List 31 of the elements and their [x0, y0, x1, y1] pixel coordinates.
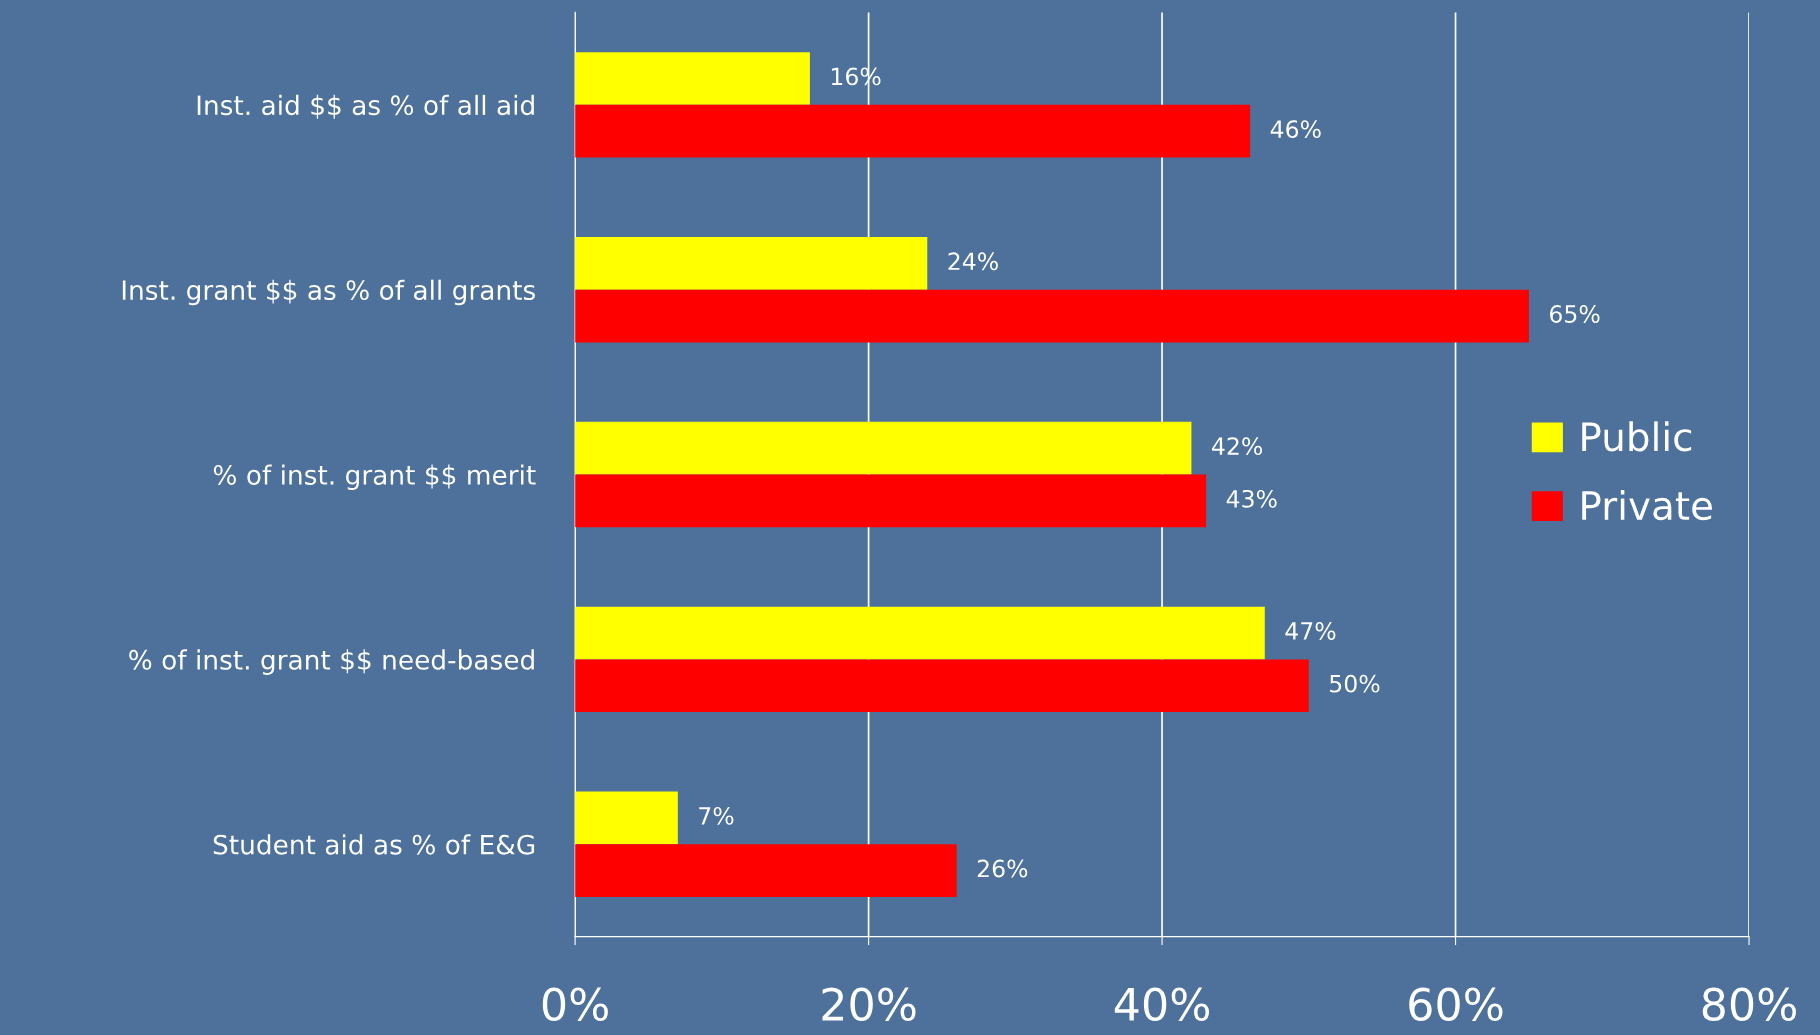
x-tick-label: 20% [822, 987, 916, 1022]
data-label: 50% [1330, 674, 1380, 693]
legend-label: Public [1582, 421, 1692, 452]
x-tick-label: 0% [542, 987, 608, 1022]
data-label: 7% [699, 806, 734, 825]
bar [575, 52, 810, 105]
data-label: 47% [1285, 622, 1336, 640]
data-label: 24% [948, 252, 998, 271]
y-tick-label: % of inst. grant $$ need-based [129, 649, 534, 675]
bar [575, 289, 1529, 343]
bar [575, 237, 928, 290]
bar [575, 104, 1251, 158]
bar [575, 844, 957, 897]
x-tick-label: 60% [1409, 987, 1503, 1022]
bar [575, 421, 1192, 475]
y-tick-label: % of inst. grant $$ merit [213, 464, 536, 491]
legend-label: Private [1582, 490, 1712, 521]
data-label: 43% [1226, 489, 1277, 508]
x-tick-label: 40% [1114, 987, 1210, 1022]
bar [575, 659, 1309, 713]
y-tick-label: Student aid as % of E&G [213, 834, 535, 855]
data-label: 42% [1212, 437, 1263, 456]
bar [575, 474, 1207, 528]
bar [575, 791, 678, 845]
x-tick-label: 80% [1702, 987, 1796, 1022]
data-label: 46% [1270, 120, 1321, 139]
y-tick-label: Inst. aid $$ as % of all aid [197, 94, 534, 119]
y-tick-label: Inst. grant $$ as % of all grants [122, 279, 535, 306]
data-label: 65% [1550, 305, 1600, 323]
data-label: 26% [977, 859, 1028, 878]
bar [575, 606, 1265, 660]
